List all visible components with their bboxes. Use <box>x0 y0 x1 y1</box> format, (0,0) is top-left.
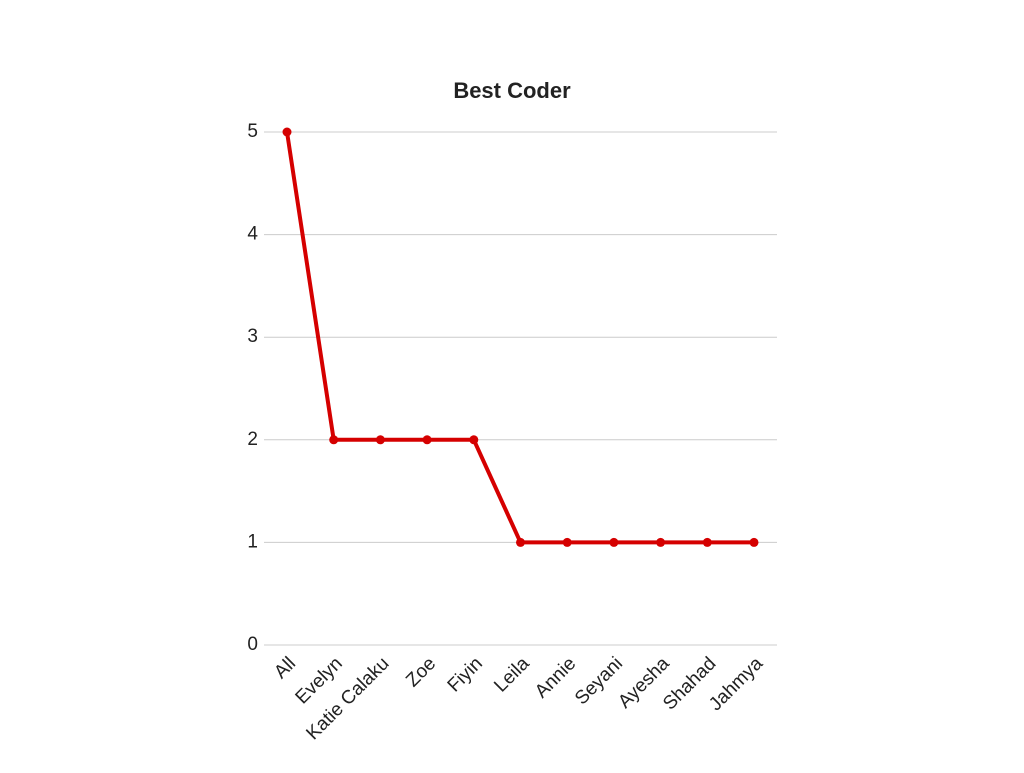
y-tick-label: 1 <box>247 531 258 552</box>
point <box>329 435 339 445</box>
point <box>375 435 385 445</box>
x-tick-label: Zoe <box>402 653 440 691</box>
point <box>422 435 432 445</box>
point <box>702 537 712 547</box>
y-tick-label: 3 <box>247 326 258 347</box>
y-tick-label: 5 <box>247 121 258 142</box>
y-tick-label: 0 <box>247 634 258 655</box>
x-tick-label: Leila <box>490 653 534 697</box>
point <box>516 537 525 547</box>
point <box>562 537 572 547</box>
x-tick-label: All <box>270 653 300 683</box>
point <box>469 435 479 445</box>
point <box>656 537 666 547</box>
point <box>749 537 759 547</box>
point <box>609 537 619 547</box>
y-tick-label: 4 <box>247 224 258 245</box>
x-tick-label: Fiyin <box>444 653 487 696</box>
chart-title: Best Coder <box>453 78 571 103</box>
y-tick-label: 2 <box>247 429 258 450</box>
point <box>282 127 292 137</box>
